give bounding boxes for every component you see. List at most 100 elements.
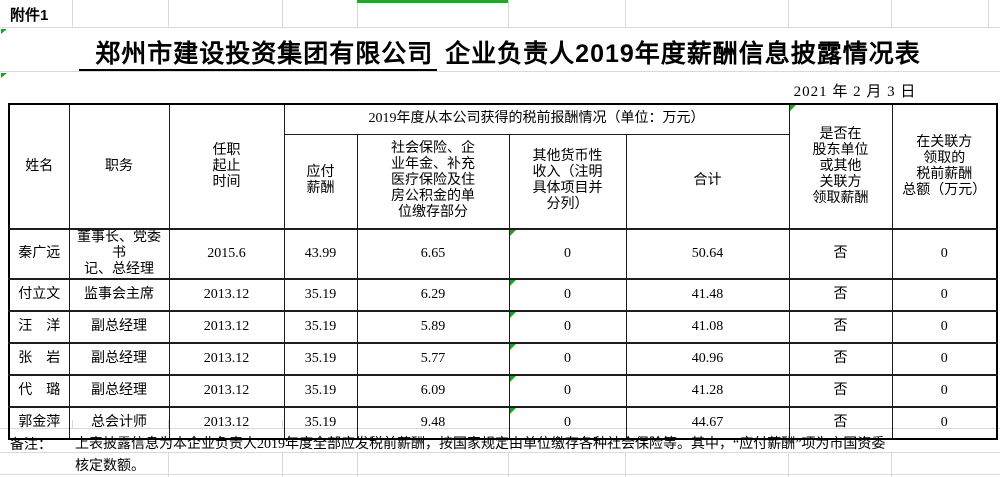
gridline bbox=[891, 452, 892, 477]
cell-related-total: 0 bbox=[891, 342, 998, 376]
gridline bbox=[625, 452, 626, 477]
cell-total: 44.67 bbox=[625, 406, 790, 440]
cell-related-salary: 否 bbox=[788, 228, 893, 280]
table-row: 付立文 监事会主席 2013.12 35.19 6.29 0 41.48 否 0 bbox=[8, 278, 998, 312]
cell-related-total: 0 bbox=[891, 374, 998, 408]
cell-total: 50.64 bbox=[625, 228, 790, 280]
error-marker-icon bbox=[1, 29, 7, 34]
gridline bbox=[508, 452, 509, 477]
selection-bar bbox=[357, 0, 508, 3]
cell-name: 代 璐 bbox=[8, 374, 70, 408]
cell-social: 9.48 bbox=[356, 406, 510, 440]
column-header-other-income: 其他货币性 收入（注明 具体项目并 分列） bbox=[508, 133, 627, 230]
cell-total: 40.96 bbox=[625, 342, 790, 376]
column-header-name: 姓名 bbox=[8, 103, 70, 230]
cell-related-salary: 否 bbox=[788, 374, 893, 408]
cell-position: 董事长、党委书 记、总经理 bbox=[68, 228, 170, 280]
gridline bbox=[282, 452, 283, 477]
gridline bbox=[168, 452, 169, 477]
cell-other-income: 0 bbox=[508, 374, 627, 408]
cell-total: 41.28 bbox=[625, 374, 790, 408]
column-header-payable: 应付 薪酬 bbox=[283, 133, 358, 230]
cell-other-income: 0 bbox=[508, 228, 627, 280]
cell-social: 6.29 bbox=[356, 278, 510, 312]
cell-position: 副总经理 bbox=[68, 342, 170, 376]
cell-payable: 35.19 bbox=[283, 310, 358, 344]
cell-term: 2013.12 bbox=[168, 310, 285, 344]
cell-position: 副总经理 bbox=[68, 374, 170, 408]
gridline bbox=[0, 474, 1000, 475]
cell-social: 5.77 bbox=[356, 342, 510, 376]
cell-related-total: 0 bbox=[891, 310, 998, 344]
gridline bbox=[168, 0, 169, 27]
cell-social: 6.09 bbox=[356, 374, 510, 408]
cell-payable: 35.19 bbox=[283, 342, 358, 376]
cell-name: 张 岩 bbox=[8, 342, 70, 376]
title-company-underlined: 郑州市建设投资集团有限公司 bbox=[79, 40, 438, 71]
cell-other-income: 0 bbox=[508, 342, 627, 376]
gridline bbox=[891, 0, 892, 27]
cell-payable: 35.19 bbox=[283, 406, 358, 440]
cell-other-income: 0 bbox=[508, 310, 627, 344]
cell-other-income: 0 bbox=[508, 406, 627, 440]
gridline bbox=[625, 0, 626, 27]
cell-payable: 35.19 bbox=[283, 374, 358, 408]
cell-position: 监事会主席 bbox=[68, 278, 170, 312]
table-row: 代 璐 副总经理 2013.12 35.19 6.09 0 41.28 否 0 bbox=[8, 374, 998, 408]
gridline bbox=[357, 0, 358, 27]
gridline bbox=[72, 0, 73, 27]
gridline bbox=[0, 452, 1000, 453]
cell-name: 付立文 bbox=[8, 278, 70, 312]
cell-total: 41.08 bbox=[625, 310, 790, 344]
cell-term: 2013.12 bbox=[168, 278, 285, 312]
footer-note-label: 备注： bbox=[10, 438, 52, 453]
footer-note-line1: 上表披露信息为本企业负责人2019年度全部应发税前薪酬，按国家规定由单位缴存各种… bbox=[75, 437, 886, 452]
cell-name: 汪 洋 bbox=[8, 310, 70, 344]
cell-related-total: 0 bbox=[891, 228, 998, 280]
gridline bbox=[788, 452, 789, 477]
column-header-position: 职务 bbox=[68, 103, 170, 230]
gridline bbox=[508, 0, 509, 27]
error-marker-icon bbox=[1, 73, 7, 78]
gridline bbox=[0, 27, 1000, 28]
cell-position: 副总经理 bbox=[68, 310, 170, 344]
cell-social: 6.65 bbox=[356, 228, 510, 280]
cell-related-total: 0 bbox=[891, 278, 998, 312]
date-line: 2021 年 2 月 3 日 bbox=[793, 84, 917, 100]
salary-disclosure-table: 姓名 职务 任职 起止 时间 2019年度从本公司获得的税前报酬情况（单位：万元… bbox=[8, 103, 998, 440]
cell-related-salary: 否 bbox=[788, 278, 893, 312]
gridline bbox=[357, 452, 358, 477]
cell-other-income: 0 bbox=[508, 278, 627, 312]
gridline bbox=[282, 0, 283, 27]
column-header-related-total: 在关联方 领取的 税前薪酬 总额（万元） bbox=[891, 103, 998, 230]
column-group-header-pretax: 2019年度从本公司获得的税前报酬情况（单位：万元） bbox=[283, 103, 790, 135]
table-row: 汪 洋 副总经理 2013.12 35.19 5.89 0 41.08 否 0 bbox=[8, 310, 998, 344]
cell-related-salary: 否 bbox=[788, 342, 893, 376]
cell-term: 2015.6 bbox=[168, 228, 285, 280]
table-row: 秦广远 董事长、党委书 记、总经理 2015.6 43.99 6.65 0 50… bbox=[8, 228, 998, 280]
title-rest: 企业负责人2019年度薪酬信息披露情况表 bbox=[437, 40, 921, 68]
attachment-label: 附件1 bbox=[10, 7, 49, 24]
gridline bbox=[788, 0, 789, 27]
gridline bbox=[988, 0, 989, 27]
column-header-social: 社会保险、企 业年金、补充 医疗保险及住 房公积金的单 位缴存部分 bbox=[356, 133, 510, 230]
table-row: 张 岩 副总经理 2013.12 35.19 5.77 0 40.96 否 0 bbox=[8, 342, 998, 376]
cell-term: 2013.12 bbox=[168, 406, 285, 440]
column-header-term: 任职 起止 时间 bbox=[168, 103, 285, 230]
cell-related-salary: 否 bbox=[788, 406, 893, 440]
cell-related-salary: 否 bbox=[788, 310, 893, 344]
gridline bbox=[0, 71, 1000, 72]
page-title: 郑州市建设投资集团有限公司 企业负责人2019年度薪酬信息披露情况表 bbox=[0, 34, 1000, 71]
footer-note-line2: 核定数额。 bbox=[75, 459, 145, 474]
cell-name: 秦广远 bbox=[8, 228, 70, 280]
table-row: 郭金萍 总会计师 2013.12 35.19 9.48 0 44.67 否 0 bbox=[8, 406, 998, 440]
column-header-related-salary: 是否在 股东单位 或其他 关联方 领取薪酬 bbox=[788, 103, 893, 230]
cell-term: 2013.12 bbox=[168, 342, 285, 376]
cell-related-total: 0 bbox=[891, 406, 998, 440]
cell-payable: 43.99 bbox=[283, 228, 358, 280]
cell-total: 41.48 bbox=[625, 278, 790, 312]
footer-note-text: 上表披露信息为本企业负责人2019年度全部应发税前薪酬，按国家规定由单位缴存各种… bbox=[75, 434, 975, 477]
cell-social: 5.89 bbox=[356, 310, 510, 344]
cell-payable: 35.19 bbox=[283, 278, 358, 312]
